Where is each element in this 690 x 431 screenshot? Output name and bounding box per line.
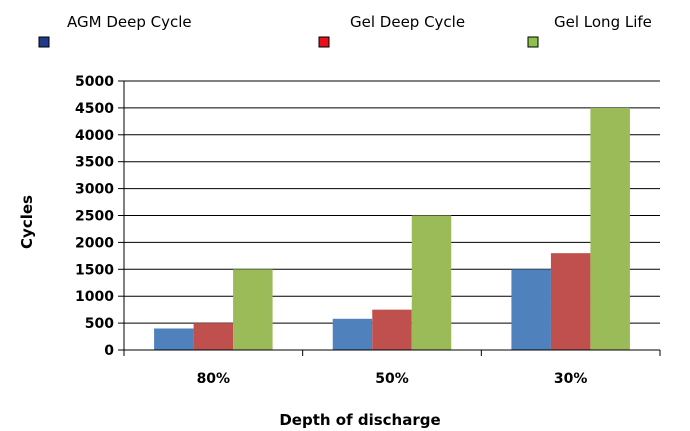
bar [590, 107, 630, 351]
y-tick-label: 3000 [75, 182, 114, 198]
legend-marker [527, 36, 539, 48]
bar [550, 253, 591, 350]
legend-label: Gel Long Life [554, 13, 652, 31]
x-tick-label: 30% [554, 371, 588, 387]
bars [154, 107, 630, 351]
legend-label: AGM Deep Cycle [67, 13, 192, 31]
x-tick-label: 50% [375, 371, 409, 387]
x-tick-labels: 80% 50% 30% [197, 371, 588, 387]
y-tick-label: 1500 [75, 262, 114, 278]
y-axis-title: Cycles [18, 195, 36, 249]
axes [123, 81, 661, 356]
y-tick-label: 4500 [75, 101, 114, 117]
bar [233, 269, 273, 350]
y-tick-label: 2000 [75, 235, 114, 251]
legend-label: Gel Deep Cycle [350, 13, 465, 31]
legend: AGM Deep Cycle Gel Deep Cycle Gel Long Lif… [38, 13, 652, 48]
legend-marker [38, 36, 50, 48]
y-tick-label: 5000 [75, 74, 114, 90]
bar [372, 309, 412, 350]
y-tick-label: 1000 [75, 289, 114, 305]
bar [511, 269, 551, 350]
x-axis-title: Depth of discharge [279, 411, 440, 429]
y-tick-label: 0 [104, 343, 114, 359]
bar [154, 328, 194, 350]
y-tick-labels: 0 500 1000 1500 2000 2500 3000 3500 4000 4500 5000 [75, 74, 114, 359]
bar [411, 215, 452, 350]
y-tick-label: 4000 [75, 128, 114, 144]
y-tick-label: 500 [85, 316, 114, 332]
legend-marker [318, 36, 330, 48]
x-tick-label: 80% [197, 371, 231, 387]
bar [193, 323, 234, 350]
bar [332, 318, 373, 350]
y-tick-label: 3500 [75, 155, 114, 171]
y-tick-label: 2500 [75, 209, 114, 225]
